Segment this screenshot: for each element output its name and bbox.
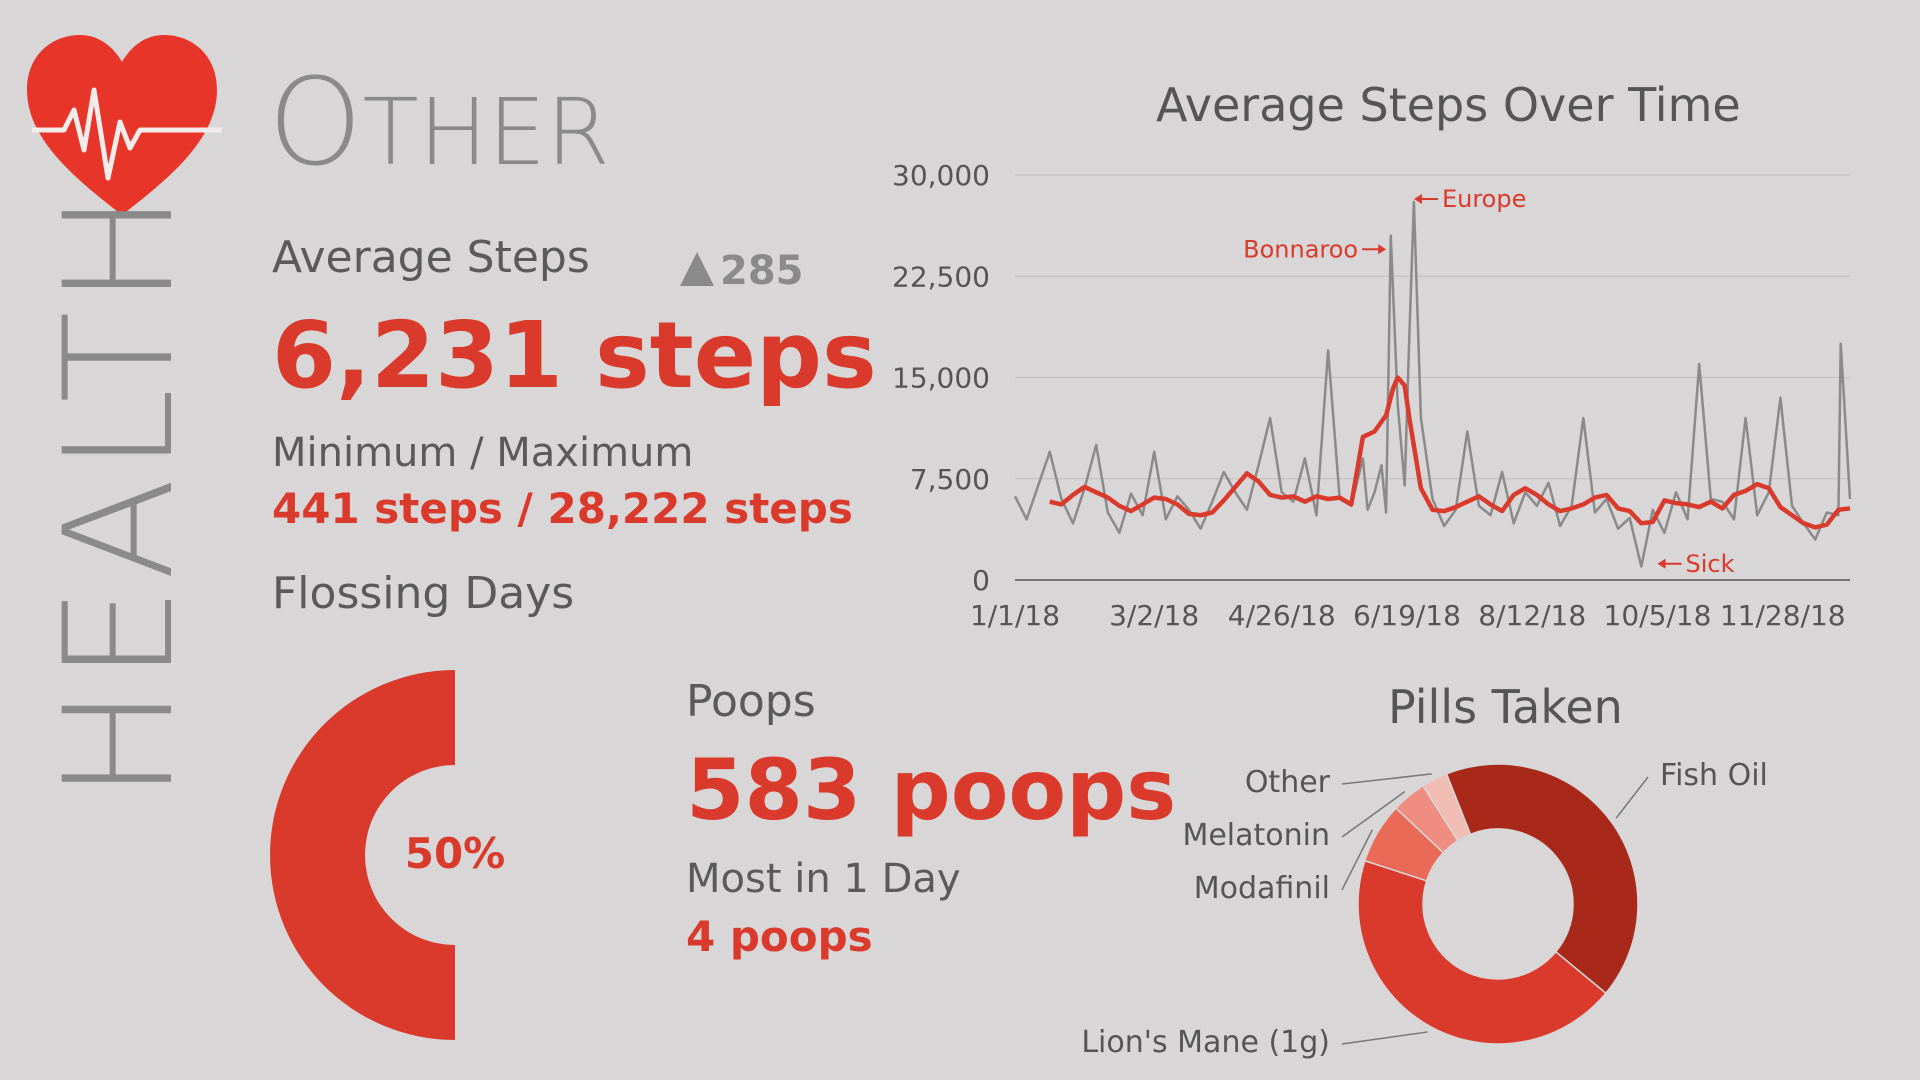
flossing-label: Flossing Days (272, 568, 575, 619)
vertical-title: HEALTH (33, 186, 207, 800)
most-in-day-label: Most in 1 Day (686, 856, 961, 902)
steps-delta-value: 285 (720, 248, 804, 294)
section-title: OTHER (268, 64, 610, 184)
section-title-cap: O (268, 54, 363, 193)
pie-label-text: Fish Oil (1660, 758, 1768, 793)
x-tick-label: 11/28/18 (1720, 599, 1846, 632)
pie-slice-label: Fish Oil (1615, 758, 1768, 819)
heart-logo-icon (27, 35, 222, 215)
chart-annotation: Bonnaroo (1243, 235, 1387, 263)
pills-donut-chart: Fish Oil Lion's Mane (1g) Modafinil Melaton… (1081, 758, 1768, 1060)
pie-slice (1445, 763, 1639, 995)
steps-delta: 285 (680, 248, 804, 294)
annotation-label: Bonnaroo (1243, 235, 1358, 263)
average-steps-label: Average Steps (272, 232, 590, 283)
annotation-label: Europe (1442, 185, 1526, 213)
flossing-percent: 50% (405, 829, 506, 878)
pie-slice-label: Modafinil (1194, 829, 1374, 906)
minmax-label: Minimum / Maximum (272, 430, 694, 476)
steps-chart-title: Average Steps Over Time (1156, 78, 1741, 132)
pie-slice (1421, 772, 1472, 842)
up-triangle-icon (680, 252, 714, 286)
y-tick-label: 22,500 (892, 260, 990, 293)
x-tick-label: 1/1/18 (970, 599, 1060, 632)
pie-slice-label: Lion's Mane (1g) (1081, 1025, 1428, 1060)
minmax-value: 441 steps / 28,222 steps (272, 484, 853, 533)
x-tick-label: 3/2/18 (1109, 599, 1199, 632)
pie-label-text: Modafinil (1194, 871, 1330, 906)
chart-annotation: Sick (1657, 550, 1735, 578)
x-tick-label: 8/12/18 (1478, 599, 1586, 632)
average-steps-value: 6,231 steps (272, 302, 877, 409)
pie-label-text: Melatonin (1182, 818, 1330, 853)
y-tick-label: 7,500 (910, 463, 990, 496)
pills-chart-title: Pills Taken (1388, 680, 1623, 734)
x-tick-label: 4/26/18 (1228, 599, 1336, 632)
most-in-day-value: 4 poops (686, 912, 873, 961)
flossing-gauge-fill (270, 670, 455, 1040)
annotation-label: Sick (1685, 550, 1734, 578)
moving-average-line (1049, 375, 1851, 530)
x-tick-label: 10/5/18 (1604, 599, 1712, 632)
y-tick-label: 0 (972, 564, 990, 597)
daily-steps-line (1013, 200, 1852, 568)
y-tick-label: 15,000 (892, 362, 990, 395)
section-title-rest: THER (362, 79, 610, 186)
pie-slice (1357, 859, 1607, 1045)
x-tick-label: 6/19/18 (1353, 599, 1461, 632)
poops-label: Poops (686, 676, 816, 727)
chart-annotation: Europe (1413, 185, 1526, 213)
heartbeat-line (32, 87, 222, 181)
flossing-gauge: 50% (270, 670, 506, 1040)
pie-slice-label: Other (1245, 765, 1432, 800)
pie-label-text: Lion's Mane (1g) (1081, 1025, 1330, 1060)
y-tick-label: 30,000 (892, 159, 990, 192)
poops-value: 583 poops (686, 741, 1177, 839)
steps-line-chart: 0 7,500 15,000 22,500 30,000 1/1/18 3/2/18 4/26… (892, 159, 1852, 632)
pie-slice-label: Melatonin (1182, 790, 1406, 853)
pie-label-text: Other (1245, 765, 1331, 800)
